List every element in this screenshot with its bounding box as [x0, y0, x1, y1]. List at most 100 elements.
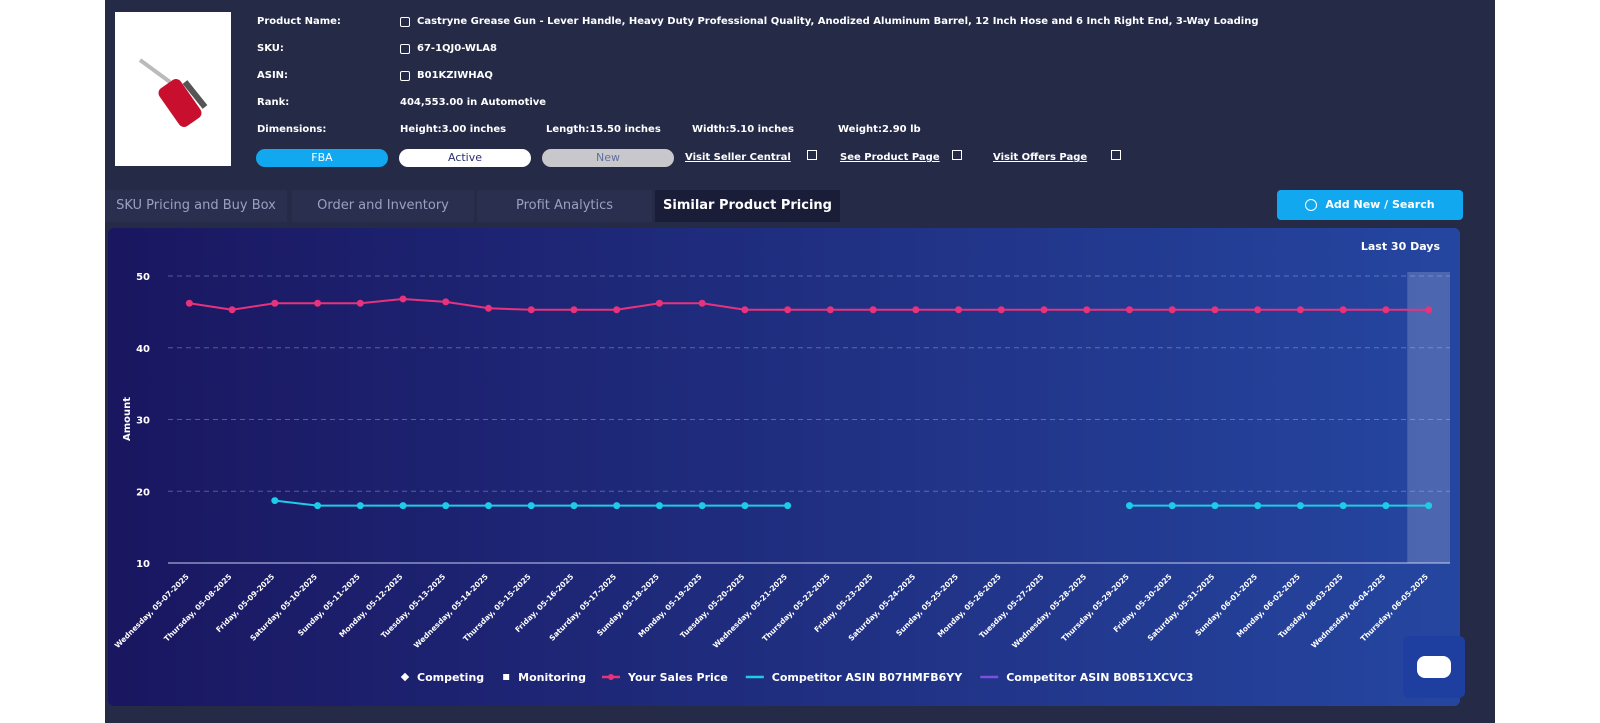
- point: [485, 304, 492, 312]
- point: [570, 502, 578, 510]
- point: [442, 502, 450, 510]
- add-button[interactable]: Add New / Search: [1277, 190, 1463, 220]
- point: [1254, 306, 1262, 314]
- legend-marker: [608, 674, 614, 680]
- legend-label: Competing: [417, 671, 484, 684]
- point: [185, 299, 193, 307]
- point: [399, 295, 407, 303]
- point: [485, 502, 492, 510]
- point: [1339, 306, 1347, 314]
- field-value: 67-1QJ0-WLA8: [417, 43, 498, 54]
- point: [527, 306, 535, 314]
- product-image: [115, 12, 231, 166]
- point: [1382, 502, 1390, 510]
- field-value: Castryne Grease Gun - Lever Handle, Heav…: [417, 16, 1259, 27]
- point: [1126, 306, 1133, 314]
- point: [1296, 306, 1304, 314]
- point: [655, 502, 663, 510]
- point: [527, 502, 535, 510]
- legend-label: Competitor ASIN B07HMFB6YY: [772, 671, 963, 684]
- point: [1425, 502, 1433, 510]
- point: [1083, 306, 1091, 314]
- point: [1254, 502, 1262, 510]
- point: [784, 502, 792, 510]
- tab[interactable]: Profit Analytics: [477, 190, 652, 222]
- badge: Active: [399, 149, 531, 167]
- point: [826, 306, 834, 314]
- field-label: SKU:: [257, 43, 284, 54]
- point: [741, 306, 749, 314]
- point: [314, 299, 322, 307]
- point: [784, 306, 792, 314]
- point: [1040, 306, 1048, 314]
- field-label: Product Name:: [257, 16, 341, 27]
- legend-label: Monitoring: [518, 671, 586, 684]
- y-tick-label: 20: [136, 487, 150, 498]
- x-tick-label: Wednesday, 05-21-2025: [711, 572, 789, 650]
- point: [741, 502, 749, 510]
- dimension: Length:15.50 inches: [546, 124, 661, 135]
- point: [655, 299, 663, 307]
- point: [1296, 502, 1304, 510]
- point: [356, 299, 364, 307]
- point: [1211, 502, 1219, 510]
- legend-marker: [503, 674, 510, 680]
- dimension: Weight:2.90 lb: [838, 124, 921, 135]
- copy-icon: [400, 71, 410, 81]
- copy-icon: [400, 44, 410, 54]
- y-tick-label: 30: [136, 416, 150, 427]
- y-tick-label: 10: [136, 559, 150, 570]
- point: [1425, 306, 1433, 314]
- point: [869, 306, 877, 314]
- badge: FBA: [256, 149, 388, 167]
- badge: New: [542, 149, 674, 167]
- field-label: ASIN:: [257, 70, 289, 81]
- point: [1339, 502, 1347, 510]
- point: [1168, 502, 1176, 510]
- tab[interactable]: Similar Product Pricing: [655, 190, 840, 222]
- x-tick-label: Wednesday, 05-07-2025: [113, 572, 191, 650]
- point: [1168, 306, 1176, 314]
- field-value: B01KZIWHAQ: [417, 70, 493, 81]
- x-tick-label: Wednesday, 06-04-2025: [1309, 572, 1387, 650]
- link[interactable]: Visit Seller Central: [685, 152, 791, 163]
- y-axis-label: Amount: [122, 397, 133, 441]
- product-icon: [138, 58, 208, 127]
- period: Last 30 Days: [1361, 240, 1441, 253]
- link[interactable]: See Product Page: [840, 152, 940, 163]
- point: [997, 306, 1005, 314]
- legend-label: Your Sales Price: [627, 671, 728, 684]
- legend-marker: [400, 672, 410, 682]
- chart: Last 30 Days Amount 10 20 30 40 50 Wednesday,…: [113, 240, 1450, 684]
- x-tick-label: Wednesday, 05-14-2025: [412, 572, 490, 650]
- point: [613, 502, 621, 510]
- point: [613, 306, 621, 314]
- point: [1382, 306, 1390, 314]
- series-line: [189, 297, 1429, 311]
- point: [1211, 306, 1219, 314]
- external-icon: [1111, 150, 1121, 160]
- dimension: Height:3.00 inches: [400, 124, 507, 135]
- y-tick-label: 40: [136, 344, 150, 355]
- field-label: Rank:: [257, 97, 290, 108]
- field-label: Dimensions:: [257, 124, 327, 135]
- legend-label: Competitor ASIN B0B51XCVC3: [1006, 671, 1193, 684]
- point: [442, 298, 450, 306]
- point: [271, 497, 279, 505]
- chat-widget[interactable]: [1403, 636, 1465, 698]
- copy-icon: [400, 17, 410, 27]
- x-tick-label: Wednesday, 05-28-2025: [1010, 572, 1088, 650]
- field-value: 404,553.00 in Automotive: [400, 97, 547, 108]
- y-tick-label: 50: [136, 272, 150, 283]
- point: [955, 306, 963, 314]
- point: [271, 299, 279, 307]
- external-icon: [807, 150, 817, 160]
- tab[interactable]: SKU Pricing and Buy Box: [105, 190, 287, 222]
- point: [228, 306, 236, 314]
- button-label: Add New / Search: [1325, 198, 1435, 211]
- link[interactable]: Visit Offers Page: [993, 152, 1088, 163]
- tab[interactable]: Order and Inventory: [292, 190, 474, 222]
- point: [570, 306, 578, 314]
- dimension: Width:5.10 inches: [692, 124, 794, 135]
